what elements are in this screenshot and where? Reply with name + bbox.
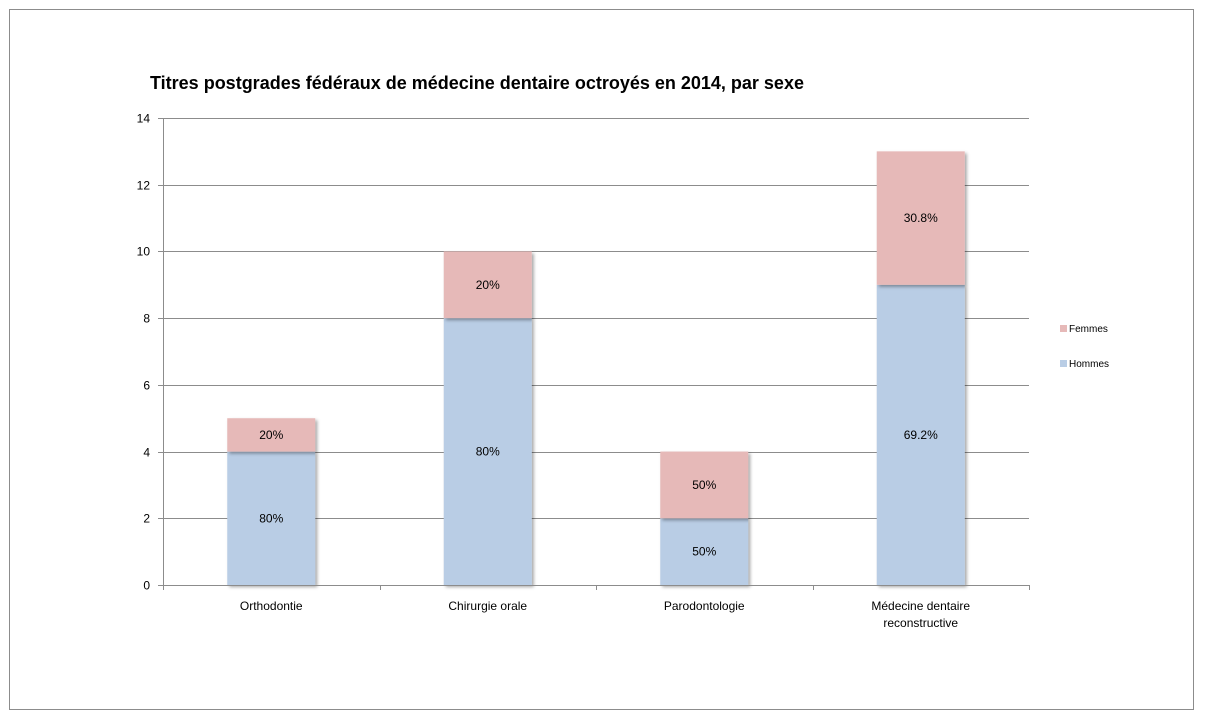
legend-swatch-femmes xyxy=(1060,325,1067,332)
data-label: 69.2% xyxy=(904,428,938,442)
axes xyxy=(158,118,1030,590)
data-label: 50% xyxy=(692,478,716,492)
y-tick-label: 4 xyxy=(143,446,150,460)
bar-hommes xyxy=(876,284,965,585)
chart-area xyxy=(9,9,1194,710)
data-label: 30.8% xyxy=(904,211,938,225)
legend: Femmes Hommes xyxy=(1060,324,1109,370)
data-label: 80% xyxy=(476,445,500,459)
legend-swatch-hommes xyxy=(1060,360,1067,367)
bar-femmes xyxy=(443,251,532,319)
y-tick-label: 8 xyxy=(143,312,150,326)
legend-label-femmes: Femmes xyxy=(1069,324,1108,335)
y-tick-label: 6 xyxy=(143,379,150,393)
category-label: Parodontologie xyxy=(664,599,745,613)
y-tick-label: 0 xyxy=(143,579,150,593)
y-tick-label: 10 xyxy=(137,245,151,259)
bar-hommes xyxy=(443,318,532,585)
data-label: 50% xyxy=(692,545,716,559)
labels: 0 2 4 6 8 10 12 14 80% 20% Orthodontie 80% 20% Chirur… xyxy=(137,112,971,631)
y-tick-label: 2 xyxy=(143,512,150,526)
chart-title: Titres postgrades fédéraux de médecine d… xyxy=(150,73,804,93)
bar-femmes xyxy=(660,451,749,519)
category-label: Médecine dentaire reconstructive xyxy=(871,599,970,630)
category-label: Chirurgie orale xyxy=(448,599,527,613)
bar-hommes xyxy=(660,518,749,585)
y-tick-label: 12 xyxy=(137,179,151,193)
bars xyxy=(227,151,965,585)
data-label: 80% xyxy=(259,511,283,525)
data-label: 20% xyxy=(476,278,500,292)
bar-femmes xyxy=(876,151,965,285)
y-tick-label: 14 xyxy=(137,112,151,126)
legend-label-hommes: Hommes xyxy=(1069,359,1109,370)
data-label: 20% xyxy=(259,428,283,442)
bar-femmes xyxy=(227,418,316,452)
category-label: Orthodontie xyxy=(240,599,303,613)
bar-hommes xyxy=(227,451,316,585)
